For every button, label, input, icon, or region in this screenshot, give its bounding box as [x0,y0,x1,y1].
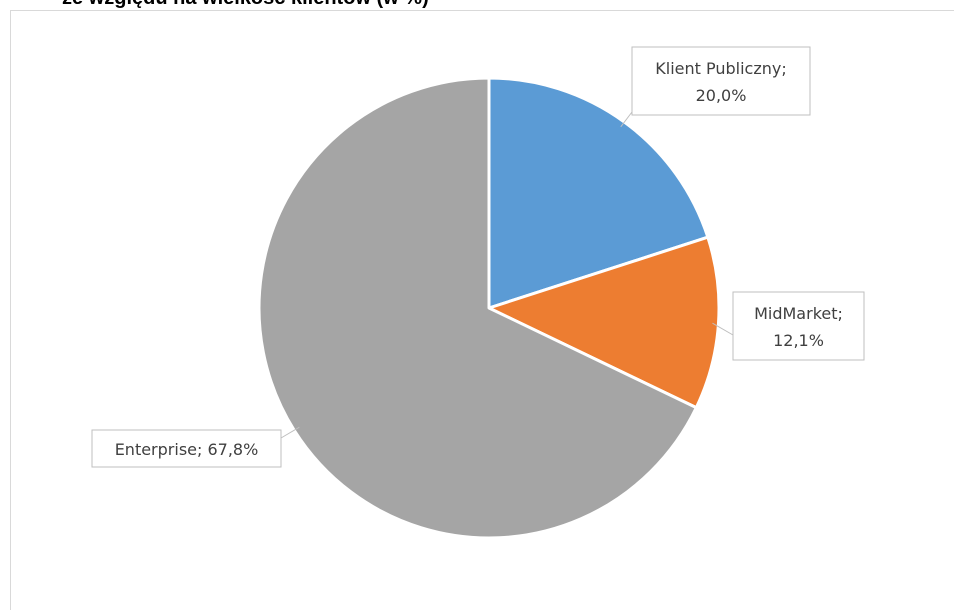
data-label-box [631,46,811,116]
pie-slices [257,76,721,540]
data-label-category: MidMarket; [754,304,843,323]
data-label-category-value: Enterprise; 67,8% [115,440,259,459]
data-label-category: Klient Publiczny; [655,59,786,78]
callout-leader-line [620,111,633,128]
pie-data-labels: Klient Publiczny; 20,0% MidMarket; 12,1% Ent… [91,46,865,468]
title-clip: ze względu na wielkość klientów (w %) [0,0,955,14]
chart-frame [10,10,954,610]
callout-leader-line [712,322,734,336]
data-label-box [91,429,282,468]
callout-leader-line [280,426,300,439]
pie-slice-midmarket [487,235,721,410]
data-label-box [732,291,865,361]
chart-title: ze względu na wielkość klientów (w %) [62,0,429,10]
data-label-value: 20,0% [696,86,747,105]
data-label-value: 12,1% [773,331,824,350]
